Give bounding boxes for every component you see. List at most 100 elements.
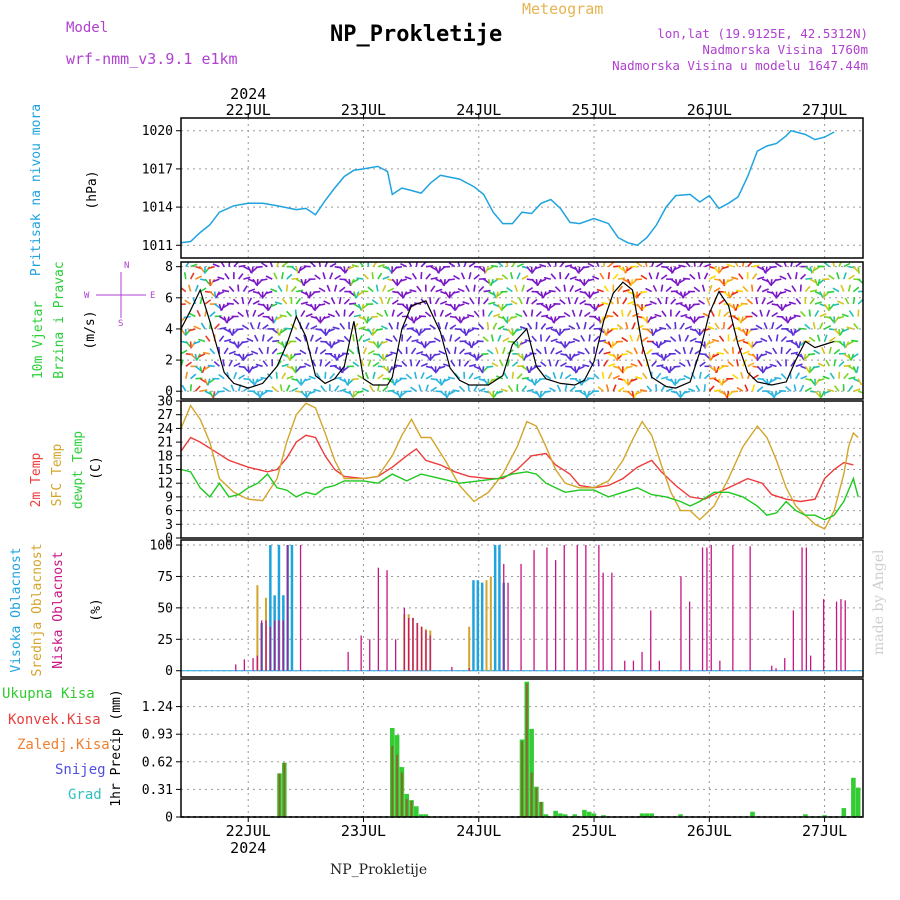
wind-arrow [548, 289, 556, 293]
sfc-temp-line [180, 402, 859, 530]
wind-arrow [322, 272, 326, 280]
wind-arrow [185, 361, 192, 367]
wind-arrow [318, 303, 326, 307]
cloud-low-bar [689, 601, 691, 671]
wind-arrow [319, 348, 327, 355]
wind-arrow [554, 286, 561, 293]
wind-arrow [184, 299, 192, 305]
wind-arrow [578, 266, 581, 274]
wind-arrow [468, 363, 477, 368]
wind-arrow [183, 272, 187, 280]
cloud-low-bar [771, 665, 773, 671]
wind-arrow [286, 375, 294, 380]
cloud-low-bar [395, 639, 397, 671]
wind-arrow [516, 353, 524, 359]
wind-arrow [385, 353, 393, 358]
wind-arrow [223, 316, 228, 324]
wind-arrow [598, 339, 606, 343]
wind-arrow [751, 284, 754, 292]
wind-arrow [399, 278, 407, 282]
wind-arrow [838, 262, 843, 268]
wind-arrow [241, 340, 249, 344]
wind-arrow [274, 301, 283, 305]
wind-arrow [665, 266, 672, 272]
wind-arrow [251, 365, 259, 370]
wind-arrow [603, 285, 610, 293]
wind-arrow [636, 334, 641, 342]
wind-arrow [433, 353, 441, 357]
wind-arrow [481, 366, 485, 374]
wind-arrow [582, 265, 590, 269]
wind-arrow [181, 349, 188, 355]
cloud-low-bar [507, 582, 509, 671]
wind-arrow [409, 289, 417, 293]
wind-arrow [655, 372, 662, 380]
wind-arrow [249, 322, 254, 330]
wind-arrow [543, 390, 551, 394]
dewpt-ylabel: dewpt Temp [71, 431, 86, 509]
wind-arrow [242, 285, 248, 293]
y-tick-label: 1020 [142, 124, 173, 139]
wind-arrow [468, 272, 472, 280]
compass-south: S [118, 319, 123, 329]
wind-arrow [487, 310, 493, 317]
wind-arrow [833, 348, 841, 355]
wind-arrow [308, 375, 316, 380]
wind-arrow [337, 339, 345, 343]
precip-total-bar [678, 814, 683, 817]
wind-arrow [415, 359, 421, 367]
wind-arrow [732, 373, 739, 380]
wind-arrow [352, 391, 355, 399]
cloud-low-bar [701, 547, 704, 671]
wind-arrow [689, 273, 696, 280]
wind-arrow [545, 326, 553, 330]
wind-arrow [271, 348, 278, 355]
wind-arrow [497, 303, 503, 311]
cloud-low-bar [823, 599, 825, 671]
wind-arrow [788, 301, 796, 305]
wind-arrow [510, 315, 518, 319]
wind-arrow [596, 288, 604, 293]
wind-arrow [728, 303, 735, 309]
wind-arrow [449, 303, 456, 311]
wind-arrow [457, 262, 461, 267]
wind-arrow [330, 341, 336, 349]
precip-total-bar [418, 814, 424, 817]
cloud-mid-bar [485, 580, 488, 671]
wind-arrow [362, 273, 369, 280]
wind-arrow [465, 285, 470, 292]
wind-arrow [270, 303, 278, 308]
wind-arrow [521, 365, 529, 371]
wind-arrow [583, 390, 588, 399]
wind-arrow [578, 309, 583, 317]
wind-arrow [751, 341, 754, 349]
wind-arrow [486, 349, 494, 355]
wind-arrow [357, 290, 364, 297]
wind-arrow [358, 334, 363, 342]
y-tick-label: 75 [157, 570, 173, 585]
wind-arrow [388, 322, 394, 330]
wind-arrow [575, 365, 581, 373]
wind-arrow [843, 272, 847, 280]
wind-arrow [209, 290, 216, 297]
wind-arrow [620, 353, 628, 356]
wind-arrow [841, 328, 849, 333]
wind-arrow [625, 365, 633, 369]
wind-arrow [495, 390, 504, 395]
wind-arrow [625, 349, 633, 355]
wind-arrow [255, 265, 263, 269]
wind-arrow [593, 335, 600, 342]
wind-arrow [564, 272, 570, 280]
wind-arrow [599, 272, 605, 280]
wind-arrow [212, 263, 220, 268]
wind-arrow [280, 328, 288, 334]
wind-arrow [688, 387, 696, 392]
wind-arrow [367, 349, 375, 355]
wind-arrow [267, 303, 273, 311]
wind-arrow [262, 360, 269, 367]
wind-arrow [217, 390, 225, 393]
y-tick-label: 21 [157, 436, 173, 451]
wind-arrow [659, 326, 667, 330]
wind-arrow [190, 353, 197, 360]
y-tick-label: 4 [165, 322, 173, 337]
